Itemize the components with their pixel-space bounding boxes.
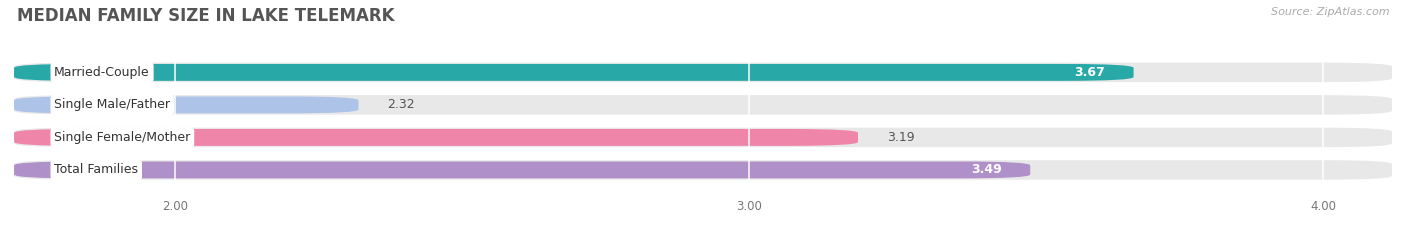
FancyBboxPatch shape [14, 161, 1031, 178]
FancyBboxPatch shape [14, 63, 1392, 82]
Text: 3.67: 3.67 [1074, 66, 1105, 79]
Text: MEDIAN FAMILY SIZE IN LAKE TELEMARK: MEDIAN FAMILY SIZE IN LAKE TELEMARK [17, 7, 394, 25]
Text: Single Male/Father: Single Male/Father [55, 98, 170, 111]
FancyBboxPatch shape [14, 95, 1392, 115]
Text: Total Families: Total Families [55, 163, 138, 176]
Text: Single Female/Mother: Single Female/Mother [55, 131, 190, 144]
Text: Married-Couple: Married-Couple [55, 66, 150, 79]
FancyBboxPatch shape [14, 129, 858, 146]
Text: 2.32: 2.32 [387, 98, 415, 111]
Text: 3.49: 3.49 [970, 163, 1001, 176]
FancyBboxPatch shape [14, 128, 1392, 147]
Text: 3.19: 3.19 [887, 131, 914, 144]
FancyBboxPatch shape [14, 64, 1133, 81]
FancyBboxPatch shape [14, 160, 1392, 180]
FancyBboxPatch shape [14, 96, 359, 113]
Text: Source: ZipAtlas.com: Source: ZipAtlas.com [1271, 7, 1389, 17]
